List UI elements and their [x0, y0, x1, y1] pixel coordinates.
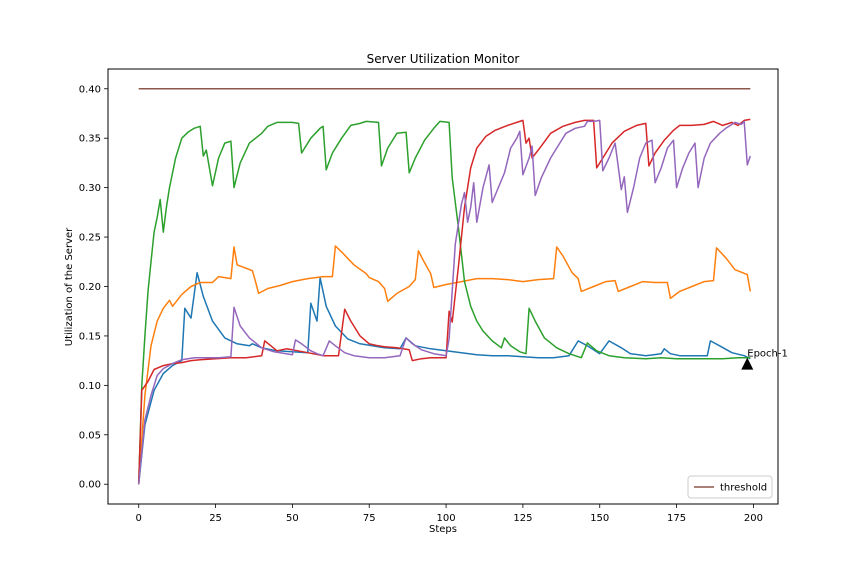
annotation-label: Epoch-1 — [747, 349, 788, 360]
annotation-marker — [741, 357, 754, 370]
x-axis: 0 25 50 75 100 125 150 175 200 — [136, 504, 763, 524]
x-tick-label: 125 — [513, 513, 532, 524]
x-tick-label: 100 — [437, 513, 456, 524]
legend-box — [687, 475, 773, 499]
y-axis: 0.00 0.05 0.10 0.15 0.20 0.25 0.30 0.35 0.40 — [79, 84, 108, 491]
y-tick-label: 0.10 — [79, 381, 101, 392]
y-tick-label: 0.35 — [79, 134, 101, 145]
x-axis-label: Steps — [429, 524, 457, 535]
y-tick-label: 0.40 — [79, 84, 101, 95]
x-tick-label: 200 — [744, 513, 763, 524]
x-tick-label: 50 — [286, 513, 299, 524]
plot-area — [108, 69, 778, 504]
x-tick-label: 150 — [590, 513, 609, 524]
x-tick-label: 25 — [209, 513, 222, 524]
series-line-3 — [137, 120, 751, 485]
chart-title: Server Utilization Monitor — [367, 52, 520, 66]
y-tick-label: 0.30 — [79, 183, 101, 194]
y-tick-label: 0.05 — [79, 430, 101, 441]
x-tick-label: 175 — [667, 513, 686, 524]
y-axis-label: Utilization of the Server — [64, 227, 75, 346]
series-line-2 — [137, 245, 752, 485]
y-tick-label: 0.20 — [79, 282, 101, 293]
legend-label: threshold — [720, 483, 767, 494]
x-tick-label: 75 — [363, 513, 376, 524]
y-tick-label: 0.15 — [79, 331, 101, 342]
legend: threshold — [687, 475, 773, 499]
x-tick-label: 0 — [136, 513, 142, 524]
annotation-layer: Epoch-1 — [741, 349, 788, 370]
series-layer — [137, 88, 752, 485]
y-tick-label: 0.00 — [79, 480, 101, 491]
series-line-5 — [137, 119, 752, 485]
y-tick-label: 0.25 — [79, 233, 101, 244]
series-line-4 — [137, 118, 751, 485]
